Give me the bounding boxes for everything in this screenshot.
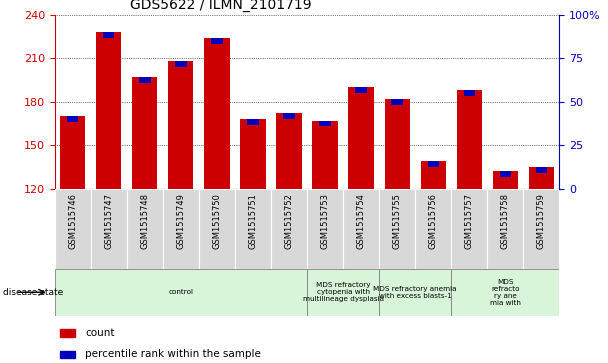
Text: count: count xyxy=(85,328,114,338)
Text: GSM1515757: GSM1515757 xyxy=(465,193,474,249)
Text: GSM1515750: GSM1515750 xyxy=(212,193,221,249)
Bar xyxy=(379,269,451,316)
Text: GSM1515749: GSM1515749 xyxy=(176,193,185,249)
Bar xyxy=(451,269,559,316)
Bar xyxy=(384,99,410,189)
Bar xyxy=(283,113,295,119)
Bar xyxy=(313,121,337,189)
Text: MDS refractory
cytopenia with
multilineage dysplasia: MDS refractory cytopenia with multilinea… xyxy=(303,282,384,302)
Text: GSM1515754: GSM1515754 xyxy=(357,193,365,249)
Bar xyxy=(91,189,127,269)
Bar xyxy=(487,189,523,269)
Bar xyxy=(163,189,199,269)
Bar xyxy=(277,113,302,189)
Bar xyxy=(457,90,482,189)
Bar xyxy=(60,351,75,358)
Text: GDS5622 / ILMN_2101719: GDS5622 / ILMN_2101719 xyxy=(130,0,312,12)
Text: control: control xyxy=(168,289,193,295)
Text: MDS refractory anemia
with excess blasts-1: MDS refractory anemia with excess blasts… xyxy=(373,286,457,299)
Bar xyxy=(379,189,415,269)
Text: MDS
refracto
ry ane
mia with: MDS refracto ry ane mia with xyxy=(490,279,520,306)
Text: GSM1515756: GSM1515756 xyxy=(429,193,438,249)
Bar xyxy=(421,161,446,189)
Bar xyxy=(492,171,518,189)
Text: GSM1515755: GSM1515755 xyxy=(393,193,402,249)
Bar xyxy=(307,189,343,269)
Bar xyxy=(523,189,559,269)
Bar xyxy=(127,189,163,269)
Bar xyxy=(55,189,91,269)
Bar xyxy=(529,167,554,189)
Text: percentile rank within the sample: percentile rank within the sample xyxy=(85,349,261,359)
Bar xyxy=(96,32,122,189)
Bar xyxy=(307,269,379,316)
Bar xyxy=(175,61,187,67)
Bar xyxy=(463,90,475,96)
Bar xyxy=(348,87,374,189)
Bar xyxy=(415,189,451,269)
Bar xyxy=(67,116,78,122)
Text: GSM1515746: GSM1515746 xyxy=(68,193,77,249)
Bar xyxy=(211,38,223,44)
Bar xyxy=(132,77,157,189)
Bar xyxy=(60,329,75,337)
Text: GSM1515758: GSM1515758 xyxy=(501,193,510,249)
Bar xyxy=(356,87,367,93)
Text: GSM1515753: GSM1515753 xyxy=(320,193,330,249)
Bar xyxy=(103,32,114,38)
Bar xyxy=(451,189,487,269)
Text: GSM1515748: GSM1515748 xyxy=(140,193,150,249)
Bar xyxy=(139,77,151,83)
Bar xyxy=(319,121,331,126)
Bar xyxy=(536,167,547,173)
Bar xyxy=(199,189,235,269)
Text: GSM1515759: GSM1515759 xyxy=(537,193,546,249)
Text: disease state: disease state xyxy=(3,288,63,297)
Text: GSM1515751: GSM1515751 xyxy=(249,193,257,249)
Bar xyxy=(500,171,511,177)
Bar xyxy=(271,189,307,269)
Bar xyxy=(55,269,307,316)
Bar xyxy=(168,61,193,189)
Bar xyxy=(392,99,403,105)
Bar xyxy=(343,189,379,269)
Text: GSM1515747: GSM1515747 xyxy=(105,193,113,249)
Bar xyxy=(247,119,258,125)
Bar xyxy=(204,38,230,189)
Text: GSM1515752: GSM1515752 xyxy=(285,193,294,249)
Bar xyxy=(240,119,266,189)
Bar xyxy=(60,116,85,189)
Bar xyxy=(427,161,439,167)
Bar xyxy=(235,189,271,269)
